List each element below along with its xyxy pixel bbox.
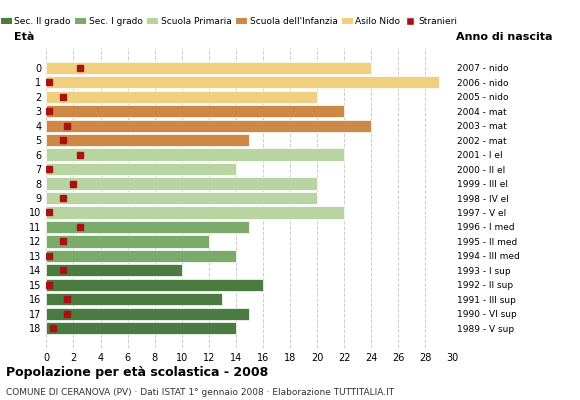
Bar <box>46 206 344 219</box>
Bar <box>46 62 371 74</box>
Bar <box>46 293 222 306</box>
Bar <box>46 264 182 276</box>
Bar <box>46 148 344 161</box>
Bar <box>46 279 263 291</box>
Text: COMUNE DI CERANOVA (PV) · Dati ISTAT 1° gennaio 2008 · Elaborazione TUTTITALIA.I: COMUNE DI CERANOVA (PV) · Dati ISTAT 1° … <box>6 388 394 397</box>
Bar <box>46 235 209 248</box>
Text: Età: Età <box>14 32 34 42</box>
Bar <box>46 322 236 334</box>
Bar <box>46 120 371 132</box>
Text: Popolazione per età scolastica - 2008: Popolazione per età scolastica - 2008 <box>6 366 268 379</box>
Bar <box>46 90 317 103</box>
Bar <box>46 308 249 320</box>
Legend: Sec. II grado, Sec. I grado, Scuola Primaria, Scuola dell'Infanzia, Asilo Nido, : Sec. II grado, Sec. I grado, Scuola Prim… <box>0 14 461 30</box>
Bar <box>46 105 344 117</box>
Text: Anno di nascita: Anno di nascita <box>456 32 553 42</box>
Bar <box>46 221 249 233</box>
Bar <box>46 177 317 190</box>
Bar <box>46 192 317 204</box>
Bar <box>46 134 249 146</box>
Bar <box>46 76 439 88</box>
Bar <box>46 163 236 175</box>
Bar <box>46 250 236 262</box>
